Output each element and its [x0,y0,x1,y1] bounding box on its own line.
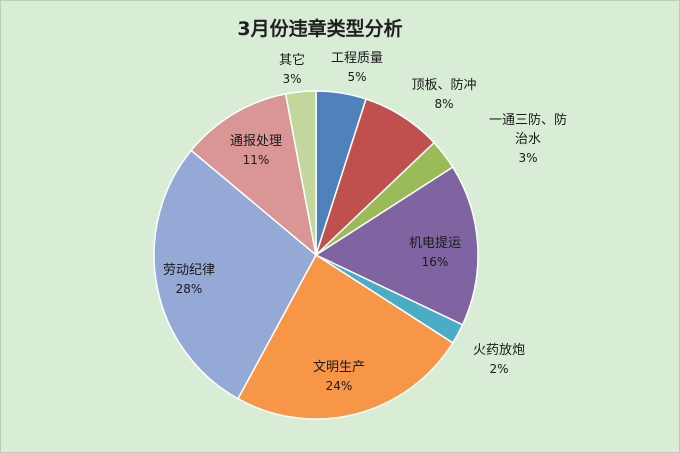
slice-value-label: 28% [176,282,203,296]
slice-label: 通报处理 11% [230,134,282,167]
pie-slice [153,149,317,400]
slice-label: 一通三防、防治水 3% [489,112,567,165]
slice-value-label: 16% [422,255,449,269]
slice-value-label: 24% [326,379,353,393]
slice-label: 火药放炮 2% [473,343,525,376]
slice-label-text: 通报处理 [230,134,282,149]
slice-label: 劳动纪律 28% [163,262,215,296]
slice-label-text: 劳动纪律 [163,262,215,278]
chart-title: 3月份违章类型分析 [237,18,403,40]
slice-value-label: 11% [243,153,270,167]
slice-label: 其它 3% [279,52,305,86]
slice-value-label: 3% [282,72,301,86]
slice-label-text: 火药放炮 [473,343,525,358]
slice-label: 工程质量 5% [331,51,383,84]
slice-label: 文明生产 24% [313,360,365,393]
slice-value-label: 8% [434,97,453,111]
slice-label-text: 机电提运 [409,235,461,251]
slice-value-label: 2% [489,362,508,376]
slice-label: 机电提运 16% [409,235,461,269]
slice-value-label: 5% [347,70,366,84]
pie-slice [314,166,479,326]
slice-label-text: 工程质量 [331,51,383,66]
pie-slice [236,253,454,420]
slice-label: 顶板、防冲 8% [411,77,476,111]
slice-label-text: 治水 [515,132,541,147]
slice-label-text: 顶板、防冲 [411,77,476,93]
pie-slice [190,93,318,257]
slice-label-text: 一通三防、防 [489,112,567,128]
pie-slice [284,90,317,256]
slice-label-text: 其它 [279,52,305,68]
slice-value-label: 3% [518,151,537,165]
slice-label-text: 文明生产 [313,360,365,375]
